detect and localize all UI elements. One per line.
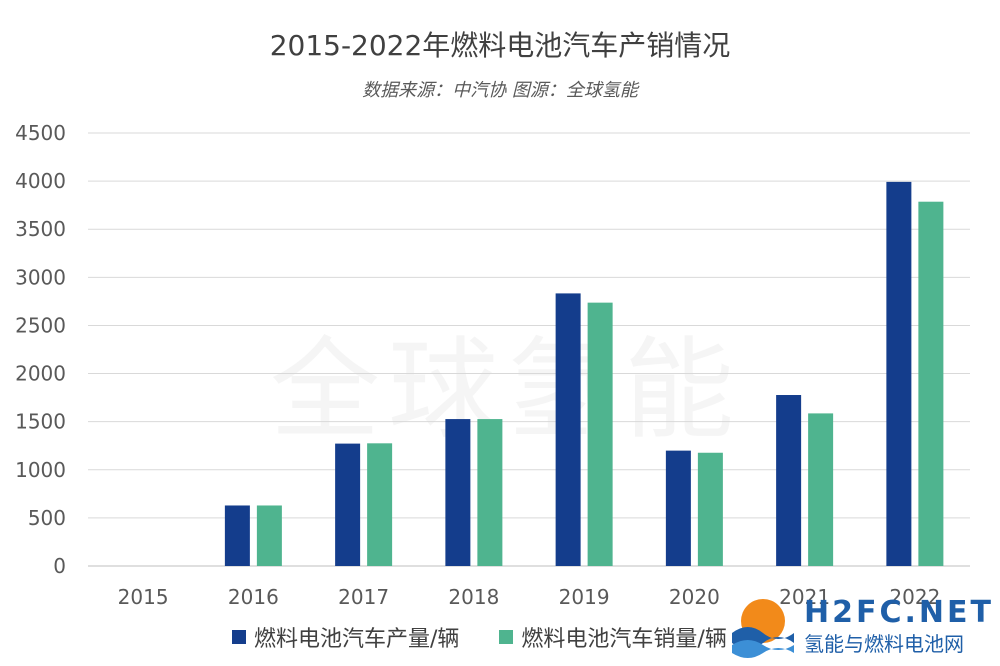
legend-swatch-production [232,630,246,644]
bar-production [335,443,361,566]
bar-sales [918,201,944,566]
logo-sub-text: 氢能与燃料电池网 [804,632,964,656]
y-tick-label: 3000 [15,265,66,289]
y-tick-label: 0 [53,554,66,578]
bar-sales [477,419,503,566]
bar-sales [587,302,613,566]
bar-sales [367,443,393,566]
legend-item-sales: 燃料电池汽车销量/辆 [499,621,727,653]
x-tick-label: 2015 [118,585,169,609]
y-tick-label: 2500 [15,313,66,337]
legend-item-production: 燃料电池汽车产量/辆 [232,621,459,653]
bar-sales [808,413,834,566]
logo-main-text: H2FC.NET [804,595,994,630]
legend: 燃料电池汽车产量/辆 燃料电池汽车销量/辆 [232,622,727,652]
x-tick-label: 2022 [889,585,940,609]
legend-label-sales: 燃料电池汽车销量/辆 [521,627,727,652]
y-tick-label: 1000 [15,458,66,482]
y-tick-label: 4500 [15,121,66,145]
bar-production [224,505,250,566]
bar-sales [256,505,282,566]
x-tick-label: 2020 [669,585,720,609]
bar-production [886,181,912,566]
bar-production [445,419,471,566]
y-tick-label: 2000 [15,362,66,386]
x-tick-label: 2021 [779,585,830,609]
legend-swatch-sales [499,630,514,644]
x-tick-label: 2018 [448,585,499,609]
y-tick-label: 3500 [15,217,66,241]
bar-production [776,395,802,566]
y-tick-label: 500 [28,506,66,530]
x-tick-label: 2016 [228,585,279,609]
legend-label-production: 燃料电池汽车产量/辆 [254,627,460,652]
chart-subtitle: 数据来源：中汽协 图源：全球氢能 [362,80,638,101]
chart-title: 2015-2022年燃料电池汽车产销情况 [269,29,731,62]
bar-sales [697,452,723,566]
x-tick-label: 2017 [338,585,389,609]
y-tick-label: 1500 [15,410,66,434]
bar-production [665,450,691,566]
x-tick-label: 2019 [559,585,610,609]
site-logo: H2FC.NET 氢能与燃料电池网 [728,590,996,662]
wave-logo-icon [732,599,794,658]
bar-production [555,293,581,566]
y-tick-label: 4000 [15,169,66,193]
